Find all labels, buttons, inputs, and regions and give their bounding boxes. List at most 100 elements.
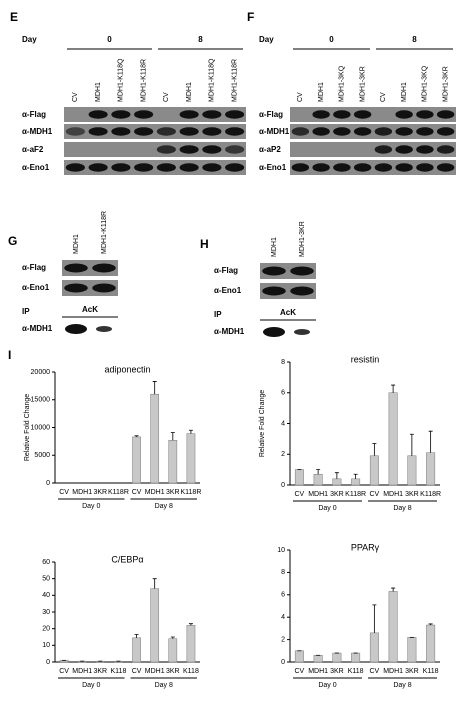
lane-label: MDH1 [271,237,278,257]
blot-background [290,107,456,122]
y-tick-label: 20000 [31,369,51,376]
y-tick-label: 10000 [31,424,51,431]
row-label: α-Flag [259,110,283,119]
band [65,127,85,136]
bar [426,624,436,663]
lane-label: MDH1-3KR [359,66,366,102]
blot [260,283,316,299]
y-tick-label: 10 [42,642,50,649]
y-tick-label: 5000 [34,452,50,459]
group-label: Day 0 [318,682,336,689]
band [353,110,372,119]
panel-label: E [10,10,18,24]
lane-label: MDH1-3KR [299,221,306,257]
lane-label: MDH1 [186,82,193,102]
error-bar [391,384,396,393]
blot [62,280,118,296]
x-tick-label: MDH1 [383,668,403,675]
blot [64,142,246,157]
band [111,110,131,119]
x-tick-label: CV [295,668,305,675]
band [333,163,351,172]
y-tick-label: 8 [281,359,285,366]
group-label: Day 8 [155,682,173,689]
lane-label: MDH1-K118Q [118,58,125,102]
band [353,127,372,136]
lane-label: MDH1-K118Q [209,58,216,102]
ip-label: IP [22,307,30,316]
band [290,266,314,276]
band [263,327,285,337]
bar [388,392,398,486]
error-bar [428,623,433,626]
band [262,286,286,296]
bar [313,473,323,486]
band [96,326,112,332]
band [416,163,434,172]
bar [186,625,196,663]
blot-background [290,160,456,175]
band [333,127,351,136]
band [291,127,310,136]
band [416,145,434,154]
band [291,163,310,172]
row-label: α-MDH1 [259,127,290,136]
x-tick-label: K118R [345,491,366,498]
y-tick-label: 6 [281,390,285,397]
day-label: Day [22,35,37,44]
band [333,110,351,119]
x-tick-label: MDH1 [308,491,328,498]
band [179,163,199,172]
y-tick-label: 0 [281,482,285,489]
x-tick-label: MDH1 [145,489,165,496]
x-tick-label: CV [370,668,380,675]
band [225,163,245,172]
y-tick-label: 0 [46,659,50,666]
error-bar [334,472,339,479]
band [202,163,222,172]
row-label: α-Flag [22,263,46,272]
group-label: Day 8 [155,503,173,510]
bar [150,588,160,663]
error-bar [152,578,157,589]
band [202,110,222,119]
blot [260,263,316,279]
blot [64,160,246,175]
blot-background [290,124,456,139]
band [134,163,154,172]
group-label: Day 8 [393,505,411,512]
error-bar [353,473,358,479]
blot [62,260,118,276]
x-tick-label: K118 [111,668,127,675]
bar [168,440,178,484]
chart-title: PPARγ [351,542,380,552]
band [64,283,88,293]
x-tick-label: CV [132,668,142,675]
bar [186,433,196,484]
band [312,110,330,119]
band [88,110,108,119]
lane-label: CV [163,92,170,102]
band [225,145,245,154]
x-tick-label: K118 [348,668,364,675]
x-tick-label: K118 [183,668,199,675]
x-tick-label: CV [59,668,69,675]
error-bar [391,587,396,592]
error-bar [188,623,193,626]
y-tick-label: 60 [42,559,50,566]
bar [332,478,342,486]
band [156,127,176,136]
band [202,145,222,154]
lane-label: CV [380,92,387,102]
day-label: Day [259,35,274,44]
row-label: α-Eno1 [22,163,50,172]
blot-background [64,142,246,157]
error-bar [170,636,175,639]
bar [132,637,141,663]
band [436,127,455,136]
x-tick-label: MDH1 [308,668,328,675]
x-tick-label: 3KR [166,668,180,675]
y-tick-label: 40 [42,592,50,599]
blot [290,124,456,139]
